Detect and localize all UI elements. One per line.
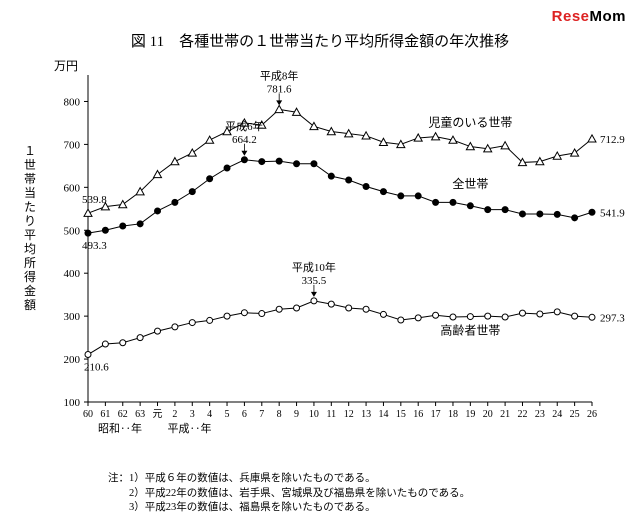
svg-text:11: 11 xyxy=(326,409,336,420)
svg-text:2: 2 xyxy=(172,409,177,420)
svg-text:700: 700 xyxy=(64,139,81,151)
svg-text:19: 19 xyxy=(465,409,475,420)
svg-text:額: 額 xyxy=(24,298,36,312)
svg-text:元: 元 xyxy=(153,409,163,420)
svg-text:均: 均 xyxy=(24,242,36,256)
svg-text:63: 63 xyxy=(135,409,145,420)
svg-text:5: 5 xyxy=(225,409,230,420)
svg-text:当: 当 xyxy=(24,186,36,200)
svg-text:539.8: 539.8 xyxy=(82,194,107,206)
svg-text:世: 世 xyxy=(24,158,36,172)
svg-text:24: 24 xyxy=(552,409,562,420)
svg-text:15: 15 xyxy=(396,409,406,420)
svg-text:23: 23 xyxy=(535,409,545,420)
svg-text:14: 14 xyxy=(378,409,388,420)
svg-text:400: 400 xyxy=(64,268,81,280)
svg-text:18: 18 xyxy=(448,409,458,420)
footnote-line: 3）平成23年の数値は、福島県を除いたものである。 xyxy=(108,501,470,516)
svg-text:児童のいる世帯: 児童のいる世帯 xyxy=(428,115,512,130)
figure-title: 図 11 各種世帯の１世帯当たり平均所得金額の年次推移 xyxy=(0,30,640,51)
svg-text:300: 300 xyxy=(64,311,81,323)
svg-text:万円: 万円 xyxy=(54,59,78,73)
svg-text:平成6年: 平成6年 xyxy=(225,119,264,133)
svg-text:平成8年: 平成8年 xyxy=(260,68,299,82)
svg-text:13: 13 xyxy=(361,409,371,420)
svg-text:297.3: 297.3 xyxy=(600,312,625,324)
footnotes: 注：1）平成６年の数値は、兵庫県を除いたものである。 2）平成22年の数値は、岩… xyxy=(108,472,470,516)
svg-text:9: 9 xyxy=(294,409,299,420)
svg-text:高齢者世帯: 高齢者世帯 xyxy=(440,323,500,338)
svg-text:200: 200 xyxy=(64,354,81,366)
footnote-line: 注：1）平成６年の数値は、兵庫県を除いたものである。 xyxy=(108,472,470,487)
svg-text:22: 22 xyxy=(517,409,527,420)
svg-text:500: 500 xyxy=(64,225,81,237)
svg-text:3: 3 xyxy=(190,409,195,420)
svg-text:平成‥年: 平成‥年 xyxy=(168,421,212,435)
watermark: ReseMom xyxy=(552,8,626,25)
svg-text:6: 6 xyxy=(242,409,247,420)
watermark-b: Mom xyxy=(590,8,627,25)
svg-text:17: 17 xyxy=(431,409,441,420)
svg-text:210.6: 210.6 xyxy=(84,362,109,374)
svg-text:平: 平 xyxy=(24,228,36,242)
svg-text:8: 8 xyxy=(277,409,282,420)
svg-text:600: 600 xyxy=(64,182,81,194)
svg-text:541.9: 541.9 xyxy=(600,207,625,219)
svg-text:所: 所 xyxy=(24,256,36,270)
svg-text:全世帯: 全世帯 xyxy=(452,176,488,191)
chart: 100 200 300 400 500 600 700 800 万円 １世帯当たり平均所得金額 60… xyxy=(0,50,640,470)
watermark-a: Rese xyxy=(552,8,590,25)
svg-text:493.3: 493.3 xyxy=(82,240,107,252)
svg-text:昭和‥年: 昭和‥年 xyxy=(98,421,142,435)
svg-text:21: 21 xyxy=(500,409,510,420)
svg-text:た: た xyxy=(24,200,36,214)
svg-text:12: 12 xyxy=(344,409,354,420)
svg-text:得: 得 xyxy=(24,269,36,284)
svg-text:62: 62 xyxy=(118,409,128,420)
svg-text:り: り xyxy=(24,214,36,228)
svg-text:１: １ xyxy=(24,144,36,158)
svg-text:4: 4 xyxy=(207,409,212,420)
svg-text:帯: 帯 xyxy=(24,172,36,186)
svg-text:金: 金 xyxy=(24,283,36,298)
svg-text:60: 60 xyxy=(83,409,93,420)
footnote-line: 2）平成22年の数値は、岩手県、宮城県及び福島県を除いたものである。 xyxy=(108,487,470,502)
svg-text:800: 800 xyxy=(64,96,81,108)
svg-text:10: 10 xyxy=(309,409,319,420)
svg-text:26: 26 xyxy=(587,409,597,420)
svg-text:25: 25 xyxy=(570,409,580,420)
svg-text:100: 100 xyxy=(64,397,81,409)
svg-text:20: 20 xyxy=(483,409,493,420)
svg-text:16: 16 xyxy=(413,409,423,420)
svg-text:7: 7 xyxy=(259,409,264,420)
svg-text:712.9: 712.9 xyxy=(600,134,625,146)
svg-text:61: 61 xyxy=(100,409,110,420)
svg-text:平成10年: 平成10年 xyxy=(292,260,336,274)
